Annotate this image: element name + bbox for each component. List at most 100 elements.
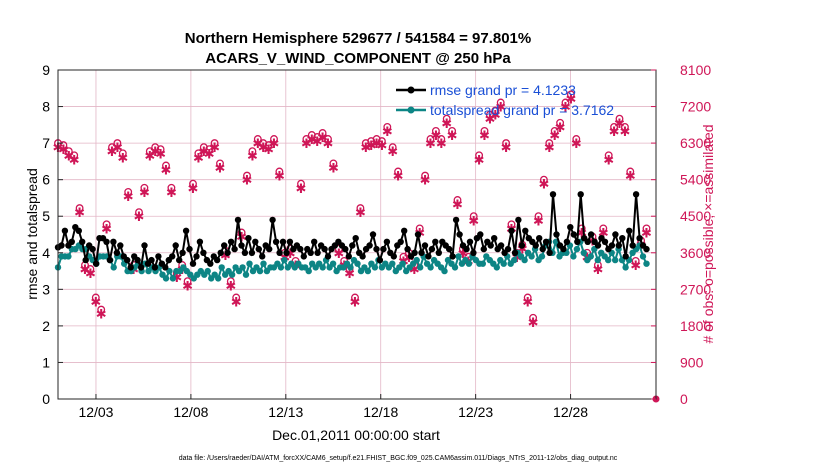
rmse-point bbox=[186, 245, 193, 253]
legend-rmse-marker bbox=[407, 86, 415, 94]
obs-possible-point bbox=[351, 293, 359, 302]
rmse-point bbox=[373, 245, 380, 253]
obs-assimilated-point: ✱ bbox=[150, 145, 161, 160]
rmse-point bbox=[563, 238, 571, 245]
y-tick-label: 1 bbox=[42, 354, 50, 370]
rmse-point bbox=[259, 253, 266, 260]
y2-tick-label: 2700 bbox=[680, 281, 711, 297]
rmse-point bbox=[196, 238, 204, 245]
totalspread-point bbox=[354, 260, 361, 267]
totalspread-point bbox=[228, 271, 236, 278]
obs-assimilated-point: ✱ bbox=[247, 149, 258, 164]
totalspread-point bbox=[371, 264, 379, 271]
obs-possible-point bbox=[415, 224, 424, 233]
obs-assimilated-point: ✱ bbox=[479, 129, 490, 144]
obs-assimilated-point: ✱ bbox=[285, 247, 296, 262]
rmse-point bbox=[622, 253, 629, 260]
obs-assimilated-point: ✱ bbox=[425, 137, 436, 152]
obs-possible-point bbox=[426, 135, 435, 143]
totalspread-point bbox=[605, 256, 612, 264]
totalspread-point bbox=[329, 260, 337, 267]
rmse-point bbox=[456, 231, 463, 238]
totalspread-point bbox=[364, 267, 372, 275]
totalspread-point bbox=[417, 264, 424, 271]
rmse-point bbox=[577, 191, 584, 198]
x-tick-label: 12/03 bbox=[78, 404, 113, 420]
rmse-point bbox=[113, 249, 121, 256]
rmse-point bbox=[148, 256, 155, 264]
obs-possible-point bbox=[615, 114, 624, 123]
rmse-point bbox=[560, 245, 567, 253]
totalspread-point bbox=[479, 260, 486, 267]
rmse-point bbox=[189, 260, 197, 267]
obs-assimilated-point: ✱ bbox=[85, 267, 96, 282]
rmse-point bbox=[89, 245, 96, 253]
obs-assimilated-point: ✱ bbox=[182, 279, 193, 294]
rmse-point bbox=[612, 231, 619, 238]
rmse-point bbox=[151, 264, 159, 271]
obs-assimilated-point: ✱ bbox=[198, 145, 209, 160]
obs-possible-point bbox=[496, 98, 505, 107]
totalspread-point bbox=[594, 256, 601, 264]
obs-assimilated-point: ✱ bbox=[441, 117, 452, 132]
obs-possible-point bbox=[91, 293, 100, 302]
obs-assimilated-point: ✱ bbox=[317, 131, 328, 146]
obs-assimilated-point: ✱ bbox=[166, 186, 177, 201]
rmse-point bbox=[214, 256, 221, 264]
obs-assimilated-point: ✱ bbox=[614, 117, 625, 132]
rmse-point bbox=[61, 227, 69, 234]
rmse-point bbox=[227, 238, 235, 245]
rmse-point bbox=[567, 224, 574, 231]
obs-assimilated-point: ✱ bbox=[225, 279, 236, 294]
y-axis-left: 0 1 2 3 4 5 6 7 8 9 bbox=[42, 62, 63, 407]
rmse-point bbox=[127, 264, 134, 271]
obs-assimilated-point: ✱ bbox=[63, 149, 74, 164]
rmse-point bbox=[307, 249, 314, 256]
obs-possible-point bbox=[539, 175, 548, 184]
obs-assimilated-point: ✱ bbox=[263, 143, 274, 158]
y-tick-label: 6 bbox=[42, 172, 50, 188]
rmse-point bbox=[241, 249, 249, 256]
obs-possible-point bbox=[442, 114, 451, 123]
rmse-point bbox=[477, 231, 484, 238]
obs-assimilated-point: ✱ bbox=[134, 210, 145, 225]
obs-possible-point bbox=[599, 224, 608, 233]
rmse-point bbox=[324, 253, 332, 260]
obs-assimilated-point: ✱ bbox=[252, 137, 263, 152]
obs-assimilated-point: ✱ bbox=[619, 125, 630, 140]
rmse-point bbox=[200, 249, 207, 256]
obs-possible-point bbox=[135, 208, 143, 217]
obs-assimilated-point: ✱ bbox=[528, 316, 539, 331]
totalspread-point bbox=[455, 253, 462, 260]
x-tick-label: 12/23 bbox=[458, 404, 493, 420]
rmse-point bbox=[446, 245, 453, 253]
rmse-point bbox=[428, 245, 436, 253]
obs-possible-point bbox=[620, 122, 629, 131]
totalspread-point bbox=[389, 260, 396, 267]
obs-possible-point bbox=[226, 277, 235, 286]
obs-assimilated-point: ✱ bbox=[161, 164, 172, 179]
y2-tick-label: 0 bbox=[680, 391, 688, 407]
obs-possible-point bbox=[529, 313, 538, 322]
totalspread-point bbox=[162, 275, 170, 282]
obs-assimilated-point: ✱ bbox=[420, 174, 431, 189]
rmse-point bbox=[279, 238, 287, 245]
rmse-point bbox=[452, 216, 460, 224]
obs-possible-point bbox=[604, 151, 613, 160]
rmse-point bbox=[425, 253, 432, 260]
obs-assimilated-point: ✱ bbox=[344, 267, 355, 282]
y-tick-label: 7 bbox=[42, 135, 50, 151]
obs-possible-point bbox=[86, 265, 95, 273]
obs-assimilated-point: ✱ bbox=[107, 145, 118, 160]
rmse-series bbox=[54, 191, 650, 271]
y2-tick-label: 5400 bbox=[680, 172, 711, 188]
rmse-point bbox=[536, 235, 543, 242]
obs-possible-point bbox=[399, 252, 408, 261]
obs-possible-point bbox=[572, 135, 581, 143]
obs-assimilated-point: ✱ bbox=[592, 263, 603, 278]
totalspread-point bbox=[65, 253, 72, 260]
totalspread-point bbox=[612, 256, 619, 264]
obs-assimilated-point: ✱ bbox=[360, 141, 371, 156]
obs-possible-point bbox=[480, 126, 489, 135]
obs-assimilated-point: ✱ bbox=[387, 145, 398, 160]
